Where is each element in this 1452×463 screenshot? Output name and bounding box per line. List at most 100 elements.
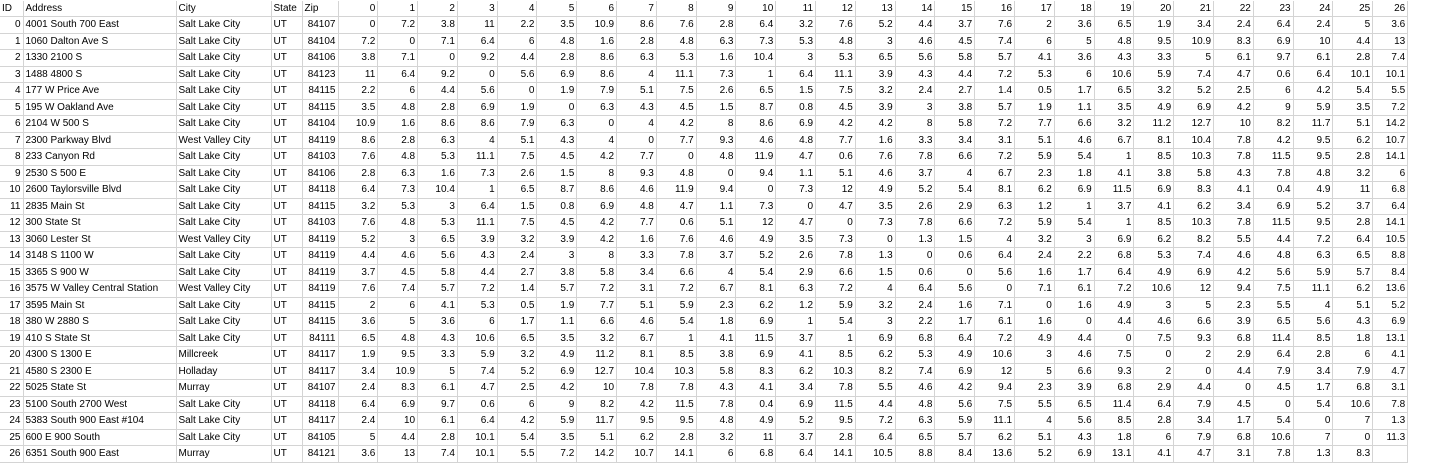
table-cell[interactable]: 5.6 [974,264,1016,281]
table-cell[interactable]: 4.6 [1054,132,1095,149]
table-cell[interactable]: 6 [1054,66,1095,83]
table-cell[interactable]: 6.4 [1293,66,1334,83]
table-cell[interactable]: 6.2 [735,297,777,314]
table-cell[interactable]: 12 [815,181,856,199]
column-header[interactable]: 7 [616,1,657,17]
table-cell[interactable]: Salt Lake City [176,264,272,281]
table-cell[interactable]: 4.8 [1253,247,1294,265]
table-cell[interactable]: 6.6 [1054,115,1095,133]
table-cell[interactable]: 6.5 [1332,247,1374,265]
row-id-cell[interactable]: 7 [0,132,24,149]
table-cell[interactable]: West Valley City [176,231,272,248]
table-cell[interactable]: 2.3 [1213,297,1254,314]
table-cell[interactable]: 2 [1014,16,1055,34]
table-cell[interactable]: 4.6 [696,231,737,248]
table-cell[interactable]: 12.7 [1173,115,1215,133]
table-cell[interactable]: 6.9 [1372,313,1409,331]
row-id-cell[interactable]: 20 [0,346,24,364]
table-cell[interactable]: 8.5 [656,346,697,364]
table-cell[interactable]: 3.9 [457,231,498,248]
table-cell[interactable]: 6.4 [934,330,976,347]
table-cell[interactable]: 5.5 [1253,297,1294,314]
table-cell[interactable]: 0 [377,33,419,50]
table-cell[interactable]: 11.2 [1133,115,1175,133]
table-cell[interactable]: 3.8 [536,264,578,281]
table-cell[interactable]: 6.2 [974,429,1016,446]
table-cell[interactable]: 7.6 [855,148,896,166]
table-cell[interactable]: 0 [338,16,379,34]
table-cell[interactable]: 4.2 [536,379,578,397]
row-id-cell[interactable]: 16 [0,280,24,298]
column-header[interactable]: 23 [1253,1,1294,17]
table-cell[interactable]: 10 [1293,33,1334,50]
table-cell[interactable]: 1.9 [1133,16,1175,34]
table-cell[interactable]: 0.6 [1253,66,1294,83]
table-cell[interactable]: 6 [377,297,419,314]
table-cell[interactable]: 7.8 [656,379,697,397]
table-cell[interactable]: 3.2 [576,330,618,347]
table-cell[interactable]: 10.3 [656,363,697,380]
table-cell[interactable]: UT [271,198,303,215]
table-cell[interactable]: 4.6 [616,181,657,199]
column-header[interactable]: State [271,1,303,17]
table-cell[interactable]: 1.6 [934,297,976,314]
table-cell[interactable]: 2.4 [895,297,936,314]
table-cell[interactable]: 3.7 [1332,198,1374,215]
table-cell[interactable]: 11 [338,66,379,83]
table-cell[interactable]: 9.3 [1094,363,1135,380]
table-cell[interactable]: 1.7 [1293,379,1334,397]
table-cell[interactable]: 7.7 [616,214,657,232]
table-cell[interactable]: 5.9 [815,297,856,314]
table-cell[interactable]: 8 [895,115,936,133]
table-cell[interactable]: 6.3 [895,412,936,430]
table-cell[interactable]: 11.7 [576,412,618,430]
table-cell[interactable]: 1.7 [497,313,538,331]
table-cell[interactable]: 7.2 [974,148,1016,166]
table-cell[interactable]: 3.2 [855,297,896,314]
table-cell[interactable]: 3.3 [895,132,936,149]
table-cell[interactable]: 4.4 [417,82,458,100]
table-cell[interactable]: 7.2 [576,280,618,298]
table-cell[interactable]: 1 [656,330,697,347]
table-cell[interactable]: 7.8 [815,379,856,397]
table-cell[interactable]: 4.4 [1253,231,1294,248]
table-cell[interactable]: 3595 Main St [23,297,177,314]
table-cell[interactable]: 6.4 [895,280,936,298]
table-cell[interactable]: 3 [1054,231,1095,248]
table-cell[interactable]: 4.9 [855,181,896,199]
table-cell[interactable]: 0 [616,132,657,149]
table-cell[interactable]: 4.3 [536,132,578,149]
table-cell[interactable]: 0 [1094,330,1135,347]
table-cell[interactable]: 9.5 [815,412,856,430]
table-cell[interactable]: 3.5 [536,330,578,347]
table-cell[interactable]: Millcreek [176,346,272,364]
column-header[interactable]: 6 [576,1,618,17]
table-cell[interactable]: Salt Lake City [176,181,272,199]
table-cell[interactable]: 4.4 [457,264,498,281]
table-cell[interactable]: 4 [974,231,1016,248]
table-cell[interactable]: 8.8 [1372,247,1409,265]
table-cell[interactable]: 7.4 [1372,49,1409,67]
table-cell[interactable]: 8.3 [735,363,777,380]
table-cell[interactable]: 10.1 [457,429,498,446]
table-cell[interactable]: 0 [1332,429,1374,446]
table-cell[interactable]: 4.1 [1213,181,1254,199]
table-cell[interactable]: 5.3 [417,148,458,166]
table-cell[interactable]: 7.8 [1213,214,1254,232]
table-cell[interactable]: 2.4 [497,247,538,265]
table-cell[interactable]: 9.4 [974,379,1016,397]
table-cell[interactable]: UT [271,264,303,281]
table-cell[interactable]: 3 [417,198,458,215]
table-cell[interactable]: 12 [1173,280,1215,298]
table-cell[interactable]: 2835 Main St [23,198,177,215]
table-cell[interactable]: 3.2 [696,429,737,446]
table-cell[interactable]: 8 [576,165,618,182]
table-cell[interactable]: 8.6 [417,115,458,133]
table-cell[interactable]: 2.6 [775,247,817,265]
table-cell[interactable]: 4.2 [497,412,538,430]
table-cell[interactable]: 1.5 [855,264,896,281]
table-cell[interactable]: 6.5 [497,181,538,199]
table-cell[interactable]: Holladay [176,363,272,380]
row-id-cell[interactable]: 19 [0,330,24,347]
table-cell[interactable]: 5.8 [1173,165,1215,182]
